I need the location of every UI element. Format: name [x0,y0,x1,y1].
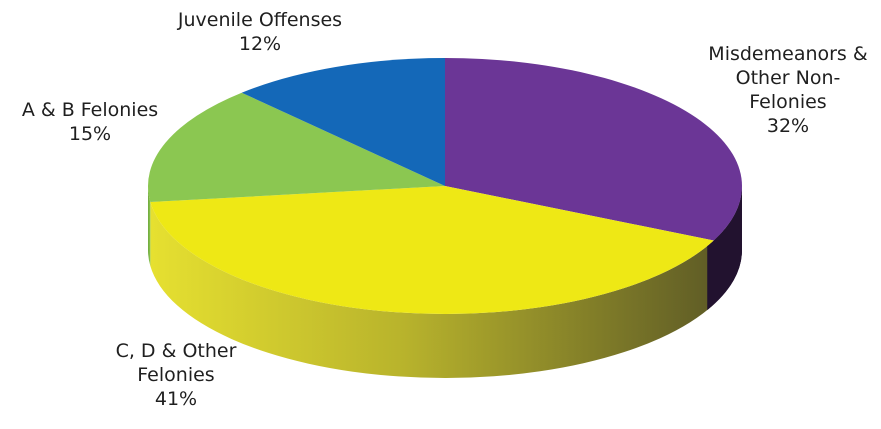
slice-ab-felonies-side [148,186,151,267]
slice-misdemeanors [445,58,742,241]
slice-juvenile [241,58,445,186]
slice-label-line: Misdemeanors & [708,43,868,65]
pie-sides [148,186,742,378]
slice-label-ab-felonies: A & B Felonies 15% [0,98,180,146]
slice-label-line: Felonies [137,364,215,386]
slice-percent: 41% [154,388,198,410]
slice-percent: 32% [766,115,810,137]
slice-label-misdemeanors: Misdemeanors & Other Non- Felonies 32% [688,42,881,138]
slice-percent: 15% [68,123,112,145]
slice-cd-felonies-side [150,202,714,378]
slice-label-line: Juvenile Offenses [177,9,343,31]
slice-label-line: C, D & Other [115,340,237,362]
slice-label-juvenile: Juvenile Offenses 12% [150,8,370,56]
pie-tops [147,58,742,314]
slice-misdemeanors-side-shade [707,186,742,311]
slice-percent: 12% [238,33,282,55]
slice-label-cd-felonies: C, D & Other Felonies 41% [66,339,286,411]
slice-ab-felonies [147,92,446,203]
slice-label-line: Other Non- [735,67,841,89]
slice-label-line: Felonies [749,91,827,113]
slice-cd-felonies [150,186,714,314]
slice-label-line: A & B Felonies [21,99,159,121]
